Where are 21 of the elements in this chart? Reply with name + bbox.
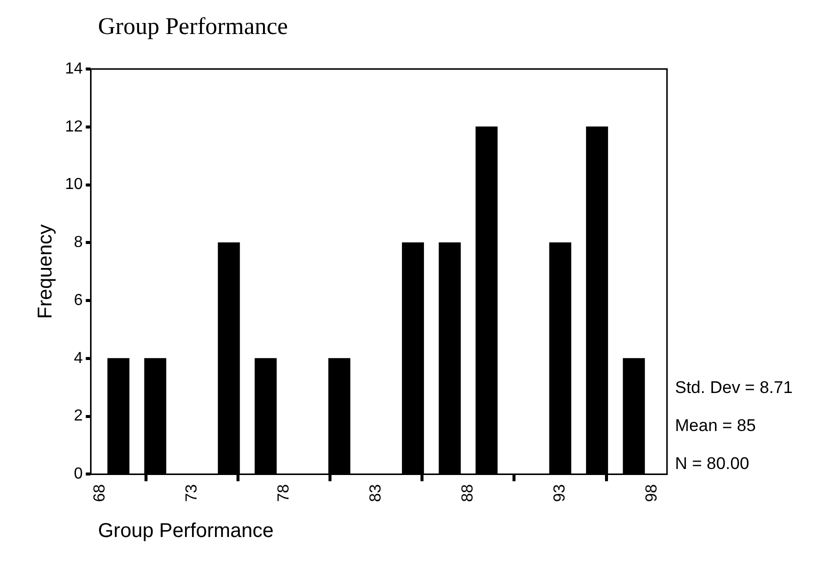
text: Mean = 85	[675, 416, 756, 435]
x-tick-label: 78	[276, 484, 292, 502]
text: N = 80.00	[675, 454, 750, 473]
x-tick-label: 83	[368, 484, 385, 502]
chart-title: Group Performance	[98, 14, 288, 41]
y-tick-label: 10	[65, 176, 83, 194]
y-axis-title: Frequency	[34, 224, 57, 319]
text: Std. Dev = 8.71	[675, 378, 793, 397]
x-tick-label: 73	[183, 484, 200, 502]
y-tick-label: 4	[74, 350, 83, 367]
x-tick-label: 68	[91, 484, 108, 502]
x-tick-label: 93	[552, 484, 569, 502]
y-tick-label: 12	[65, 118, 83, 136]
x-tick-label: 88	[460, 484, 477, 502]
y-tick-label: 6	[74, 292, 83, 309]
x-axis-title: Group Performance	[98, 520, 274, 543]
y-tick-label: 14	[65, 60, 83, 78]
y-tick-label: 8	[74, 234, 83, 252]
y-tick-label: 2	[74, 408, 83, 425]
y-tick-label: 0	[74, 466, 83, 483]
x-tick-label: 98	[644, 484, 661, 502]
